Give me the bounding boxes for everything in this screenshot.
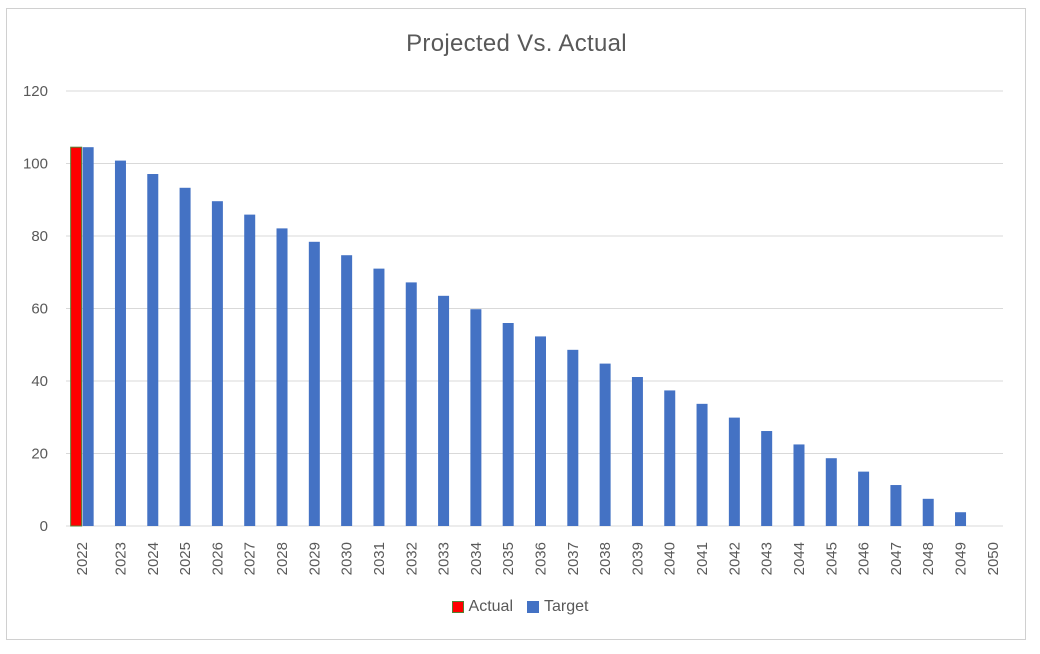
bar-target-2030[interactable] [341,255,353,526]
x-tick-label: 2050 [985,542,1002,575]
bar-target-2047[interactable] [890,485,902,526]
x-tick-label: 2029 [306,542,323,575]
bar-target-2042[interactable] [728,417,740,526]
legend-swatch-actual [451,601,464,613]
x-tick-label: 2030 [339,542,356,575]
y-tick-label: 0 [40,518,48,535]
bar-target-2036[interactable] [535,336,546,526]
bar-target-2035[interactable] [502,323,514,526]
bar-target-2044[interactable] [793,444,805,526]
bar-target-2027[interactable] [244,214,256,527]
x-tick-label: 2022 [74,542,91,575]
bar-target-2043[interactable] [761,431,773,526]
chart-title: Projected Vs. Actual [406,30,627,57]
x-tick-label: 2049 [953,542,970,575]
bar-target-2048[interactable] [922,498,934,526]
bar-target-2046[interactable] [858,471,870,526]
x-tick-label: 2023 [112,542,129,575]
bar-target-2032[interactable] [405,282,417,526]
x-tick-label: 2035 [500,542,517,575]
bar-actual-2022[interactable] [70,146,83,527]
x-axis-ticks: 2022 2023 2024 2025 2026 2027 2028 2029 2030 2031… [74,542,1002,575]
bar-target-2029[interactable] [308,241,320,527]
x-tick-label: 2047 [888,542,905,575]
x-tick-label: 2042 [726,542,743,575]
y-tick-label: 40 [31,373,48,390]
x-tick-label: 2045 [823,542,840,575]
x-tick-label: 2033 [436,542,453,575]
x-tick-label: 2026 [209,542,226,575]
y-tick-label: 100 [23,156,48,173]
x-tick-label: 2028 [274,542,291,575]
x-tick-label: 2046 [856,542,873,575]
bar-target-2041[interactable] [696,403,708,526]
legend-label-actual: Actual [468,598,513,615]
y-tick-label: 60 [31,301,48,318]
bar-target-2024[interactable] [147,174,159,526]
bars [70,146,967,527]
gridlines [66,90,1003,527]
x-tick-label: 2036 [533,542,550,575]
bar-target-2022[interactable] [82,147,94,526]
bar-target-2033[interactable] [438,295,450,526]
y-tick-label: 20 [31,446,48,463]
legend: Actual Target [0,598,1040,616]
x-tick-label: 2039 [629,542,646,575]
x-tick-label: 2038 [597,542,614,575]
x-tick-label: 2044 [791,542,808,575]
x-tick-label: 2031 [371,542,388,575]
x-tick-label: 2043 [759,542,776,575]
bar-target-2049[interactable] [955,512,967,526]
x-tick-label: 2034 [468,542,485,575]
x-tick-label: 2024 [145,542,162,575]
y-tick-label: 80 [31,228,48,245]
bar-target-2023[interactable] [114,160,126,526]
x-tick-label: 2027 [242,542,259,575]
x-tick-label: 2041 [694,542,711,575]
legend-item-target[interactable]: Target [527,598,588,616]
legend-swatch-target [527,601,539,613]
bar-target-2028[interactable] [276,228,288,526]
bar-target-2031[interactable] [373,268,385,526]
bar-target-2040[interactable] [664,390,676,526]
bar-target-2045[interactable] [825,458,837,526]
x-tick-label: 2032 [403,542,420,575]
x-tick-label: 2048 [920,542,937,575]
bar-target-2039[interactable] [631,377,643,526]
bar-target-2037[interactable] [567,349,579,526]
legend-label-target: Target [544,598,589,615]
y-tick-label: 120 [23,83,48,100]
chart-frame [6,8,1026,640]
bar-target-2026[interactable] [211,201,223,526]
x-tick-label: 2040 [662,542,679,575]
x-tick-label: 2025 [177,542,194,575]
bar-target-2038[interactable] [599,363,611,526]
legend-item-actual[interactable]: Actual [451,598,513,616]
x-tick-label: 2037 [565,542,582,575]
bar-target-2025[interactable] [179,187,191,526]
bar-target-2034[interactable] [470,309,482,526]
y-axis-ticks: 0 20 40 60 80 100 120 [23,83,48,535]
